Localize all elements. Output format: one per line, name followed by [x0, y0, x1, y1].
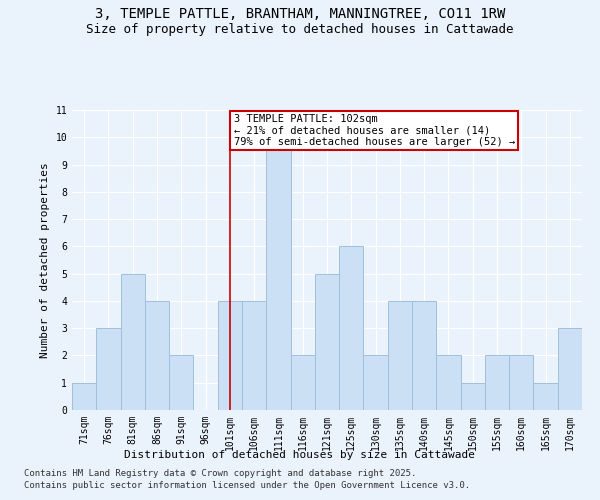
Text: 3, TEMPLE PATTLE, BRANTHAM, MANNINGTREE, CO11 1RW: 3, TEMPLE PATTLE, BRANTHAM, MANNINGTREE,…: [95, 8, 505, 22]
Text: Contains public sector information licensed under the Open Government Licence v3: Contains public sector information licen…: [24, 481, 470, 490]
Bar: [315, 274, 339, 410]
Bar: [169, 356, 193, 410]
Bar: [242, 301, 266, 410]
Text: 3 TEMPLE PATTLE: 102sqm
← 21% of detached houses are smaller (14)
79% of semi-de: 3 TEMPLE PATTLE: 102sqm ← 21% of detache…: [233, 114, 515, 148]
Bar: [461, 382, 485, 410]
Text: Distribution of detached houses by size in Cattawade: Distribution of detached houses by size …: [125, 450, 476, 460]
Bar: [364, 356, 388, 410]
Bar: [509, 356, 533, 410]
Text: Contains HM Land Registry data © Crown copyright and database right 2025.: Contains HM Land Registry data © Crown c…: [24, 468, 416, 477]
Bar: [339, 246, 364, 410]
Bar: [218, 301, 242, 410]
Text: Size of property relative to detached houses in Cattawade: Size of property relative to detached ho…: [86, 22, 514, 36]
Bar: [558, 328, 582, 410]
Bar: [290, 356, 315, 410]
Bar: [436, 356, 461, 410]
Bar: [145, 301, 169, 410]
Bar: [412, 301, 436, 410]
Bar: [72, 382, 96, 410]
Bar: [266, 138, 290, 410]
Bar: [96, 328, 121, 410]
Bar: [121, 274, 145, 410]
Bar: [388, 301, 412, 410]
Bar: [533, 382, 558, 410]
Bar: [485, 356, 509, 410]
Y-axis label: Number of detached properties: Number of detached properties: [40, 162, 50, 358]
